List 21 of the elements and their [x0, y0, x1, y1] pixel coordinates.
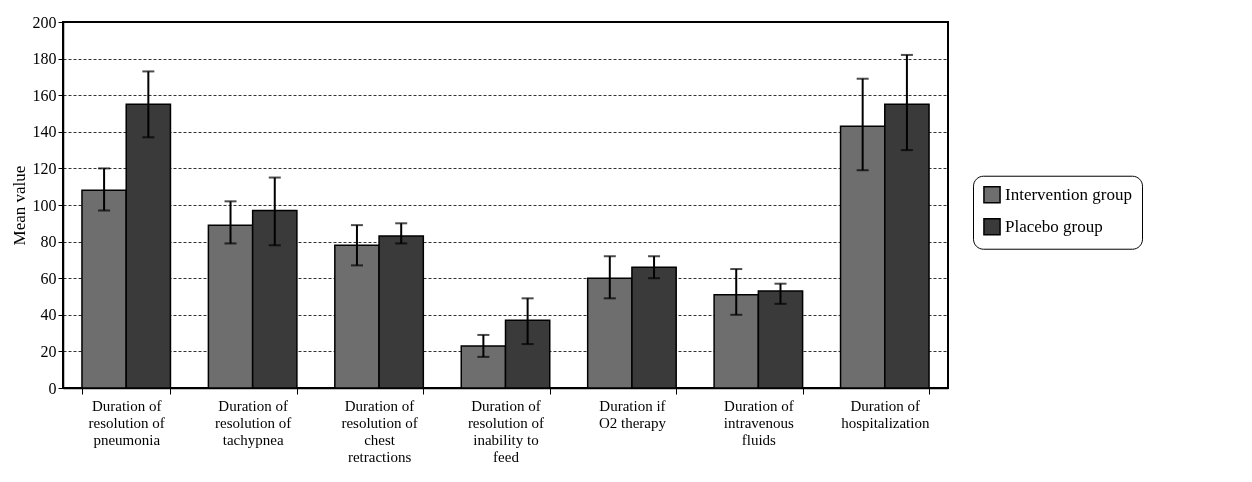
y-tick-label: 140	[32, 123, 57, 141]
y-tick-label: 0	[48, 379, 57, 397]
x-tick-label: Duration of resolution of pneumonia	[88, 397, 165, 448]
x-tick-label: Duration of resolution of chest retractions	[341, 397, 418, 465]
y-tick-label: 40	[40, 306, 57, 324]
x-tick-label: Duration of resolution of inability to feed	[467, 397, 545, 465]
legend-label: Intervention group	[1005, 184, 1132, 204]
y-tick-label: 60	[40, 269, 57, 287]
x-tick-label: Duration of intravenous fluids	[723, 397, 795, 448]
y-tick-label: 100	[32, 196, 57, 214]
y-tick-label: 160	[32, 86, 57, 104]
y-tick-label: 200	[32, 13, 57, 31]
y-tick-label: 180	[32, 50, 57, 68]
x-tick-label: Duration if O2 therapy	[598, 397, 667, 431]
x-tick-label: Duration of hospitalization	[841, 397, 930, 431]
y-tick-label: 80	[40, 233, 57, 251]
legend-label: Placebo group	[1005, 216, 1103, 236]
x-tick-label: Duration of resolution of tachypnea	[215, 397, 292, 448]
y-axis-title: Mean value	[9, 165, 29, 246]
y-tick-label: 20	[40, 342, 57, 360]
y-tick-label: 120	[32, 159, 57, 177]
